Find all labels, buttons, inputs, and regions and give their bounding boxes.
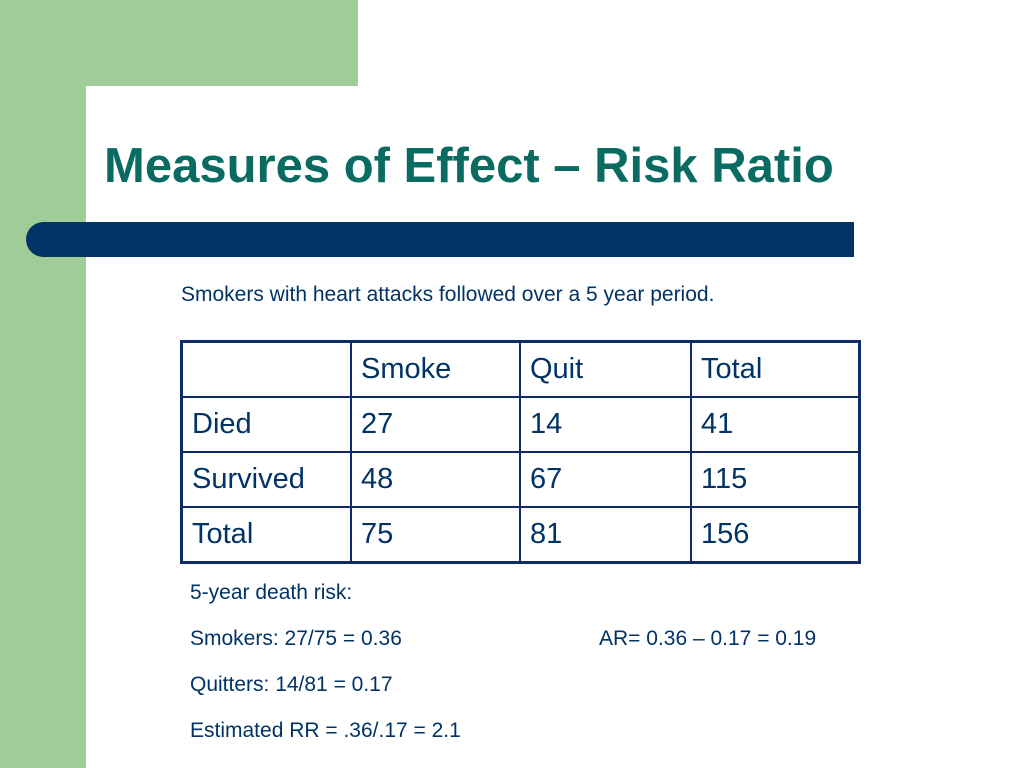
slide-title: Measures of Effect – Risk Ratio [104,139,834,193]
table-cell: 27 [350,396,521,453]
row-label-died: Died [180,396,352,453]
table-cell: 14 [519,396,692,453]
table-caption: Smokers with heart attacks followed over… [181,283,715,306]
table-cell: 67 [519,451,692,508]
smokers-risk: Smokers: 27/75 = 0.36 [190,627,402,650]
header-cell-quit: Quit [519,340,692,398]
risk-heading: 5-year death risk: [190,581,353,604]
attributable-risk: AR= 0.36 – 0.17 = 0.19 [599,627,817,650]
table-header-row: Smoke Quit Total [180,340,861,398]
green-top-band [0,0,358,86]
quitters-risk: Quitters: 14/81 = 0.17 [190,673,393,696]
table-cell: 41 [690,396,861,453]
table-cell: 115 [690,451,861,508]
risk-table: Smoke Quit Total Died 27 14 41 Survived … [180,340,861,564]
header-cell-smoke: Smoke [350,340,521,398]
header-cell-empty [180,340,352,398]
table-row: Survived 48 67 115 [180,451,861,508]
row-label-survived: Survived [180,451,352,508]
header-cell-total: Total [690,340,861,398]
row-label-total: Total [180,506,352,564]
green-side-band [0,0,86,768]
title-underline-bar [26,222,854,257]
table-cell: 81 [519,506,692,564]
table-row: Died 27 14 41 [180,396,861,453]
estimated-rr: Estimated RR = .36/.17 = 2.1 [190,719,461,742]
table-row: Total 75 81 156 [180,506,861,564]
rounded-corner [86,86,146,146]
table-cell: 75 [350,506,521,564]
table-cell: 156 [690,506,861,564]
table-cell: 48 [350,451,521,508]
